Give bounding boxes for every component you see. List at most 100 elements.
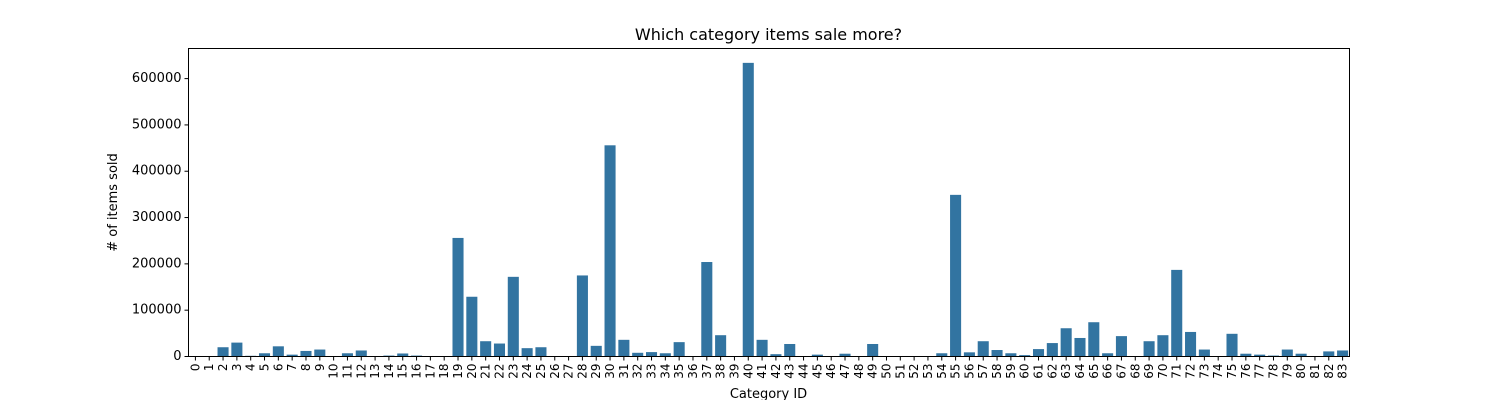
y-tick-label: 600000 [132,71,182,86]
bar-3 [231,342,243,357]
bars-group [203,62,1349,357]
x-tick-label: 12 [354,364,368,379]
bar-70 [1157,335,1169,357]
x-tick-label: 56 [962,364,976,379]
bar-35 [673,342,685,357]
bar-47 [839,353,851,357]
bar-9 [314,349,326,357]
x-tick-label: 70 [1156,364,1170,379]
bar-38 [715,335,727,357]
x-tick-label: 44 [797,364,811,379]
bar-80 [1295,353,1307,357]
x-tick-label: 81 [1308,364,1322,379]
bar-43 [784,343,796,357]
x-tick-label: 28 [575,364,589,379]
plot-frame [188,48,1350,357]
bar-59 [1005,353,1017,357]
bar-49 [867,343,879,357]
x-tick-label: 58 [990,364,1004,379]
x-tick-label: 8 [299,364,313,372]
x-tick-label: 6 [271,364,285,372]
x-tick-label: 11 [340,364,354,379]
x-tick-label: 33 [645,364,659,379]
x-tick-label: 62 [1045,364,1059,379]
x-tick-label: 30 [603,364,617,379]
x-tick-label: 31 [617,364,631,379]
x-axis-label: Category ID [730,387,807,400]
x-tick-label: 21 [479,364,493,379]
x-tick-label: 54 [935,364,949,379]
x-tick-label: 75 [1225,364,1239,379]
x-tick-label: 71 [1170,364,1184,379]
x-tick-label: 64 [1073,364,1087,379]
x-tick-label: 7 [285,364,299,372]
bar-76 [1240,353,1252,357]
x-tick-label: 9 [313,364,327,372]
x-tick-label: 79 [1280,364,1294,379]
x-tick-label: 60 [1018,364,1032,379]
y-tick-label: 300000 [132,210,182,225]
x-tick-label: 34 [658,364,672,379]
x-tick-label: 14 [382,364,396,379]
x-tick-label: 36 [686,364,700,379]
y-tick-label: 400000 [132,164,182,179]
bar-41 [756,339,768,357]
x-tick-label: 49 [866,364,880,379]
chart-title: Which category items sale more? [635,25,902,44]
bar-7 [286,354,298,357]
bar-67 [1115,336,1127,357]
x-tick-label: 43 [783,364,797,379]
x-tick-label: 67 [1114,364,1128,379]
x-tick-label: 83 [1336,364,1350,379]
bar-58 [991,350,1003,357]
bar-83 [1337,350,1349,357]
x-tick-label: 76 [1239,364,1253,379]
bar-40 [742,62,754,357]
x-tick-label: 78 [1266,364,1280,379]
x-tick-label: 63 [1059,364,1073,379]
x-tick-label: 32 [631,364,645,379]
x-tick-label: 47 [838,364,852,379]
x-tick-label: 80 [1294,364,1308,379]
x-tick-label: 50 [879,364,893,379]
x-tick-label: 0 [188,364,202,372]
x-tick-label: 41 [755,364,769,379]
bar-73 [1198,349,1210,357]
bar-15 [397,353,409,357]
x-tick-label: 18 [437,364,451,379]
bar-64 [1074,337,1086,357]
x-tick-label: 13 [368,364,382,379]
x-tick-label: 26 [548,364,562,379]
x-tick-label: 55 [949,364,963,379]
bar-12 [355,350,367,357]
x-tick-label: 74 [1211,364,1225,379]
bar-77 [1254,354,1266,357]
bar-25 [535,347,547,357]
bar-21 [480,341,492,357]
bar-71 [1171,269,1183,357]
bar-42 [770,354,782,357]
x-tick-label: 24 [520,364,534,379]
x-tick-label: 48 [852,364,866,379]
bar-20 [466,296,478,357]
x-tick-label: 68 [1128,364,1142,379]
x-tick-label: 51 [893,364,907,379]
bar-60 [1019,355,1031,357]
bar-72 [1185,331,1197,357]
x-tick-label: 66 [1101,364,1115,379]
x-axis-ticks: 0 1 2 3 4 5 6 7 8 9 10 11 12 13 14 15 16 17 18 19 20 21 22 23 24… [188,356,1350,379]
x-tick-label: 39 [727,364,741,379]
x-tick-label: 65 [1087,364,1101,379]
x-tick-label: 22 [492,364,506,379]
bar-45 [811,354,823,357]
bar-8 [300,350,312,357]
bar-56 [963,352,975,357]
x-tick-label: 42 [769,364,783,379]
bar-69 [1143,341,1155,357]
x-tick-label: 37 [700,364,714,379]
bar-32 [632,352,644,357]
bar-82 [1323,351,1335,357]
bar-55 [950,194,962,357]
x-tick-label: 40 [741,364,755,379]
